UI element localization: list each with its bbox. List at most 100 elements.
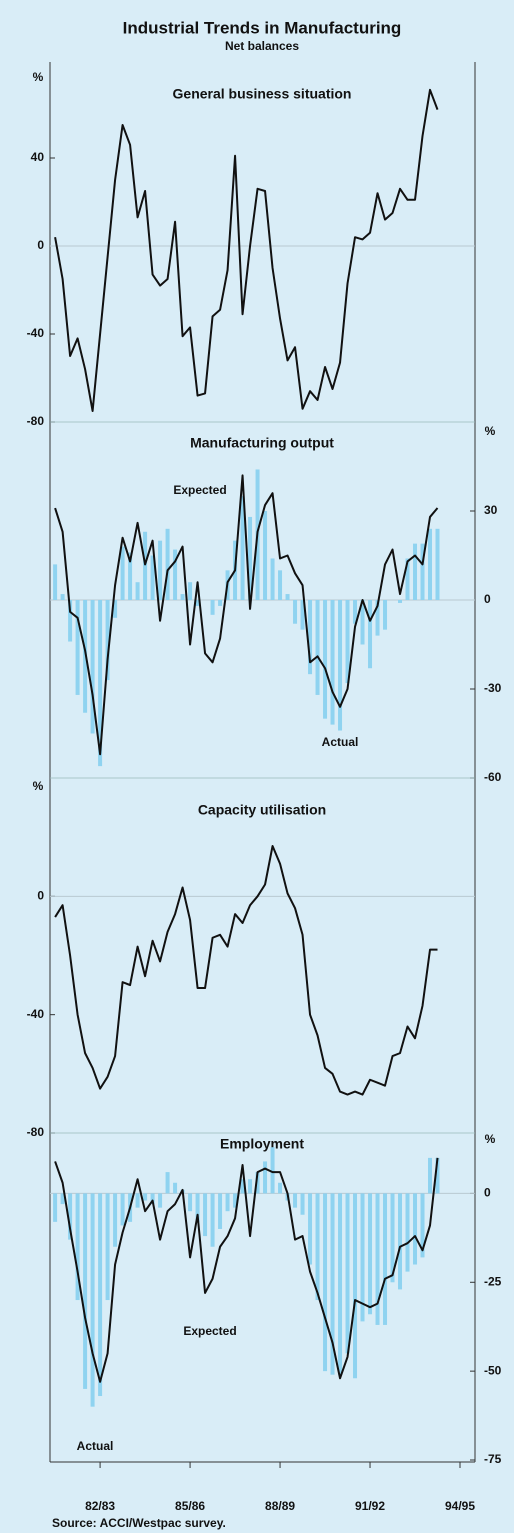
line [54, 474, 439, 756]
bar [248, 1179, 253, 1194]
bar [413, 543, 418, 600]
bar [308, 600, 313, 675]
bar [405, 1193, 410, 1272]
bar [300, 600, 305, 630]
bar [53, 564, 58, 600]
bar [383, 1193, 388, 1325]
bar [428, 528, 433, 600]
y-unit-label: % [485, 424, 496, 438]
panel-title: Capacity utilisation [198, 802, 326, 818]
bar [398, 600, 403, 603]
bar [240, 1179, 245, 1194]
bar [240, 496, 245, 600]
bar [278, 570, 283, 600]
bar [113, 600, 118, 618]
bar [368, 600, 373, 669]
y-tick-label: -40 [27, 326, 45, 340]
page-title: Industrial Trends in Manufacturing [123, 18, 402, 37]
bar [90, 600, 95, 734]
bar [323, 1193, 328, 1372]
bar [338, 600, 343, 731]
y-tick-label: -80 [27, 414, 45, 428]
panel-title: Manufacturing output [190, 435, 334, 451]
bar [90, 1193, 95, 1407]
bar [210, 1193, 215, 1247]
bar [398, 1193, 403, 1290]
bar [165, 528, 170, 600]
y-tick-label: 0 [37, 889, 44, 903]
y-tick-label: -25 [484, 1274, 502, 1288]
y-unit-label: % [33, 70, 44, 84]
bar [375, 600, 380, 636]
line [54, 845, 438, 1096]
y-tick-label: 0 [37, 238, 44, 252]
bar [83, 1193, 88, 1389]
y-tick-label: 0 [484, 1186, 491, 1200]
y-tick-label: -30 [484, 681, 502, 695]
y-tick-label: 40 [31, 150, 45, 164]
bar [330, 1193, 335, 1375]
bar [173, 1182, 178, 1194]
page-subtitle: Net balances [225, 39, 299, 53]
bar [98, 1193, 103, 1397]
bar [210, 600, 215, 615]
bar [315, 600, 320, 695]
x-tick-label: 91/92 [355, 1499, 385, 1513]
bar [158, 1193, 163, 1208]
bar [188, 1193, 193, 1212]
bar [383, 600, 388, 630]
bar [345, 1193, 350, 1354]
bar [323, 600, 328, 719]
bar [143, 531, 148, 600]
bar [53, 1193, 58, 1222]
bar [75, 1193, 80, 1301]
bar [270, 558, 275, 600]
bar [225, 1193, 230, 1212]
y-tick-label: 0 [484, 592, 491, 606]
bar [270, 1147, 275, 1194]
line [54, 1157, 439, 1383]
bar [420, 1193, 425, 1258]
series-annotation: Actual [322, 735, 359, 749]
bar [60, 594, 65, 600]
bar [98, 600, 103, 767]
bar [308, 1193, 313, 1265]
bar [68, 1193, 73, 1240]
bar [203, 1193, 208, 1237]
series-annotation: Expected [173, 483, 226, 497]
y-tick-label: -80 [27, 1125, 45, 1139]
bar [173, 549, 178, 600]
bar [218, 1193, 223, 1229]
series-annotation: Expected [183, 1324, 236, 1338]
bar [330, 600, 335, 725]
source-note: Source: ACCI/Westpac survey. [52, 1516, 226, 1530]
y-tick-label: -75 [484, 1452, 502, 1466]
bar [188, 582, 193, 600]
bar [150, 555, 155, 600]
bar [368, 1193, 373, 1315]
bar [75, 600, 80, 695]
bar [255, 1172, 260, 1194]
series-annotation: Actual [77, 1439, 114, 1453]
bar [285, 594, 290, 600]
line [54, 88, 439, 412]
bar [143, 1193, 148, 1201]
y-tick-label: -40 [27, 1007, 45, 1021]
y-unit-label: % [485, 1132, 496, 1146]
bar [113, 1193, 118, 1247]
panel-title: General business situation [173, 86, 352, 102]
x-tick-label: 82/83 [85, 1499, 115, 1513]
bar [420, 543, 425, 600]
x-tick-label: 88/89 [265, 1499, 295, 1513]
y-tick-label: -60 [484, 770, 502, 784]
bar [345, 600, 350, 684]
bar [158, 540, 163, 600]
x-tick-label: 94/95 [445, 1499, 475, 1513]
bar [195, 600, 200, 606]
bar [263, 1161, 268, 1194]
bar [180, 594, 185, 600]
bar [338, 1193, 343, 1375]
x-tick-label: 85/86 [175, 1499, 205, 1513]
bar [353, 1193, 358, 1379]
